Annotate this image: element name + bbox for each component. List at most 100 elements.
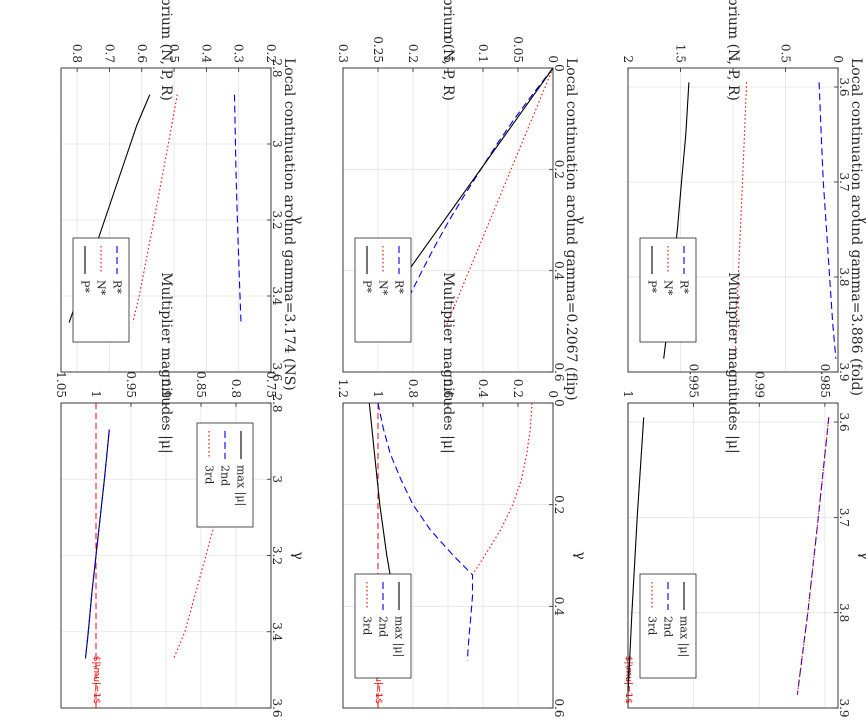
y-tick-label: 0.8 xyxy=(406,379,420,398)
series-line-max-0 xyxy=(627,417,645,695)
y-tick-label: 1.5 xyxy=(674,44,688,63)
y-tick-label: 0.6 xyxy=(135,44,149,63)
y-tick-label: 0 xyxy=(546,55,560,63)
legend-entry: N* xyxy=(377,280,390,296)
y-tick-label: 1 xyxy=(371,390,385,398)
x-tick-label: 3.2 xyxy=(270,546,284,565)
plot-frame xyxy=(627,402,839,709)
x-axis-label: γ xyxy=(857,216,866,224)
legend-entry: max |μ| xyxy=(392,616,406,657)
legend-entry: P* xyxy=(646,280,659,293)
y-tick-label: 1 xyxy=(621,390,635,398)
x-tick-label: 0.4 xyxy=(552,261,566,280)
panel-p6: 2.833.23.43.60.750.80.850.90.9511.05$|\m… xyxy=(54,272,306,717)
y-tick-label: 0.4 xyxy=(199,44,213,63)
y-tick-label: 0 xyxy=(831,55,845,63)
legend-entry: max |μ| xyxy=(677,616,691,657)
x-tick-label: 3.6 xyxy=(837,413,851,432)
plot-frame xyxy=(60,67,272,373)
series-line-R-0 xyxy=(818,82,837,359)
plot-frame xyxy=(342,67,554,373)
y-axis-label: Equilibrium (N, P, R) xyxy=(440,0,456,101)
y-tick-label: 2 xyxy=(621,55,635,63)
y-tick-label: 0.75 xyxy=(264,371,278,398)
x-tick-label: 3.6 xyxy=(837,77,851,96)
series-line-R-0 xyxy=(396,67,554,326)
x-tick-label: 3.6 xyxy=(270,362,284,381)
panel-p5: 2.8 3 3.2 3.4 3.6 0.2 0.3 0.4 0.5 0.6 0.7 0.8 γ Equil… xyxy=(60,0,306,391)
x-axis-label: γ xyxy=(572,551,588,559)
x-axis-label: γ xyxy=(857,551,866,559)
chart-title: Local continuation around gamma=3.886 (f… xyxy=(848,58,864,396)
series-line-2nd-1 xyxy=(377,402,474,661)
y-tick-label: 0.5 xyxy=(167,44,181,63)
chart-title: Local continuation around gamma=0.2067 (… xyxy=(563,58,579,401)
y-tick-label: 1 xyxy=(89,390,103,398)
y-tick-label: 0.4 xyxy=(476,379,490,398)
y-tick-label: 1.05 xyxy=(54,371,68,398)
legend-entry: R* xyxy=(678,280,691,294)
x-tick-label: 2.8 xyxy=(270,393,284,412)
x-tick-label: 0.6 xyxy=(552,362,566,381)
y-tick-label: 0.995 xyxy=(687,364,701,398)
x-axis-label: γ xyxy=(290,551,306,559)
legend-entry: N* xyxy=(95,280,108,296)
series-line-2nd-1 xyxy=(84,429,110,659)
x-tick-label: 3.4 xyxy=(270,286,284,305)
y-tick-label: 0.2 xyxy=(406,44,420,63)
y-tick-label: 0.5 xyxy=(779,44,793,63)
y-tick-label: 0.85 xyxy=(194,371,208,398)
panel-p4: 0 0.2 0.4 0.6 0 0.2 0.4 0.6 0.8 1 1.2 $|\mu|=1$ γ Mul… xyxy=(336,272,588,717)
legend-box xyxy=(354,573,412,679)
y-axis-label: Multiplier magnitudes |μ| xyxy=(725,272,741,453)
legend-entry: 2nd xyxy=(377,616,390,637)
y-tick-label: 0.8 xyxy=(70,44,84,63)
x-tick-label: 3.6 xyxy=(270,698,284,717)
legend-entry: 3rd xyxy=(361,616,374,635)
x-tick-label: 0 xyxy=(552,64,566,72)
y-tick-label: 0.7 xyxy=(102,44,116,63)
legend-box xyxy=(196,422,254,528)
x-tick-label: 3.7 xyxy=(837,508,851,527)
plot-frame xyxy=(342,402,554,709)
x-axis-label: γ xyxy=(572,216,588,224)
legend: R*N*P* xyxy=(72,237,130,343)
y-tick-label: 0.6 xyxy=(441,379,455,398)
y-tick-label: 0.2 xyxy=(511,379,525,398)
series-line-3rd-2 xyxy=(472,402,533,576)
x-tick-label: 3.9 xyxy=(837,362,851,381)
series-line-3rd-2 xyxy=(796,417,830,695)
y-axis-label: Equilibrium (N, P, R) xyxy=(158,0,174,101)
y-axis-label: Multiplier magnitudes |μ| xyxy=(158,272,174,453)
y-tick-label: 0.9 xyxy=(159,379,173,398)
y-tick-label: 0.1 xyxy=(476,44,490,63)
legend-entry: 3rd xyxy=(646,616,659,635)
plot-frame xyxy=(60,402,272,709)
x-tick-label: 3 xyxy=(270,140,284,148)
y-tick-label: 1.2 xyxy=(336,379,350,398)
y-axis-label: Multiplier magnitudes |μ| xyxy=(440,272,456,453)
legend: R*N*P* xyxy=(639,237,697,343)
x-tick-label: 3 xyxy=(270,475,284,483)
x-tick-label: 3.7 xyxy=(837,172,851,191)
x-tick-label: 3.4 xyxy=(270,622,284,641)
x-tick-label: 0 xyxy=(552,399,566,407)
x-tick-label: 0.2 xyxy=(552,495,566,514)
panel-p3: 0 0.2 0.4 0.6 0 0.05 0.1 0.15 0.2 0.25 0.3 γ Equilib… xyxy=(336,0,588,401)
series-line-R-0 xyxy=(233,94,242,323)
legend: R*N*P* xyxy=(354,237,412,343)
y-tick-label: 0.05 xyxy=(511,36,525,63)
x-tick-label: 0.4 xyxy=(552,597,566,616)
y-tick-label: 0.3 xyxy=(232,44,246,63)
y-tick-label: 0.985 xyxy=(818,364,832,398)
y-tick-label: 0 xyxy=(546,390,560,398)
legend-entry: 3rd xyxy=(203,465,216,484)
y-tick-label: 0.99 xyxy=(752,371,766,398)
legend-entry: R* xyxy=(393,280,406,294)
legend-entry: N* xyxy=(662,280,675,296)
x-tick-label: 0.6 xyxy=(552,698,566,717)
legend-entry: 2nd xyxy=(219,465,232,486)
